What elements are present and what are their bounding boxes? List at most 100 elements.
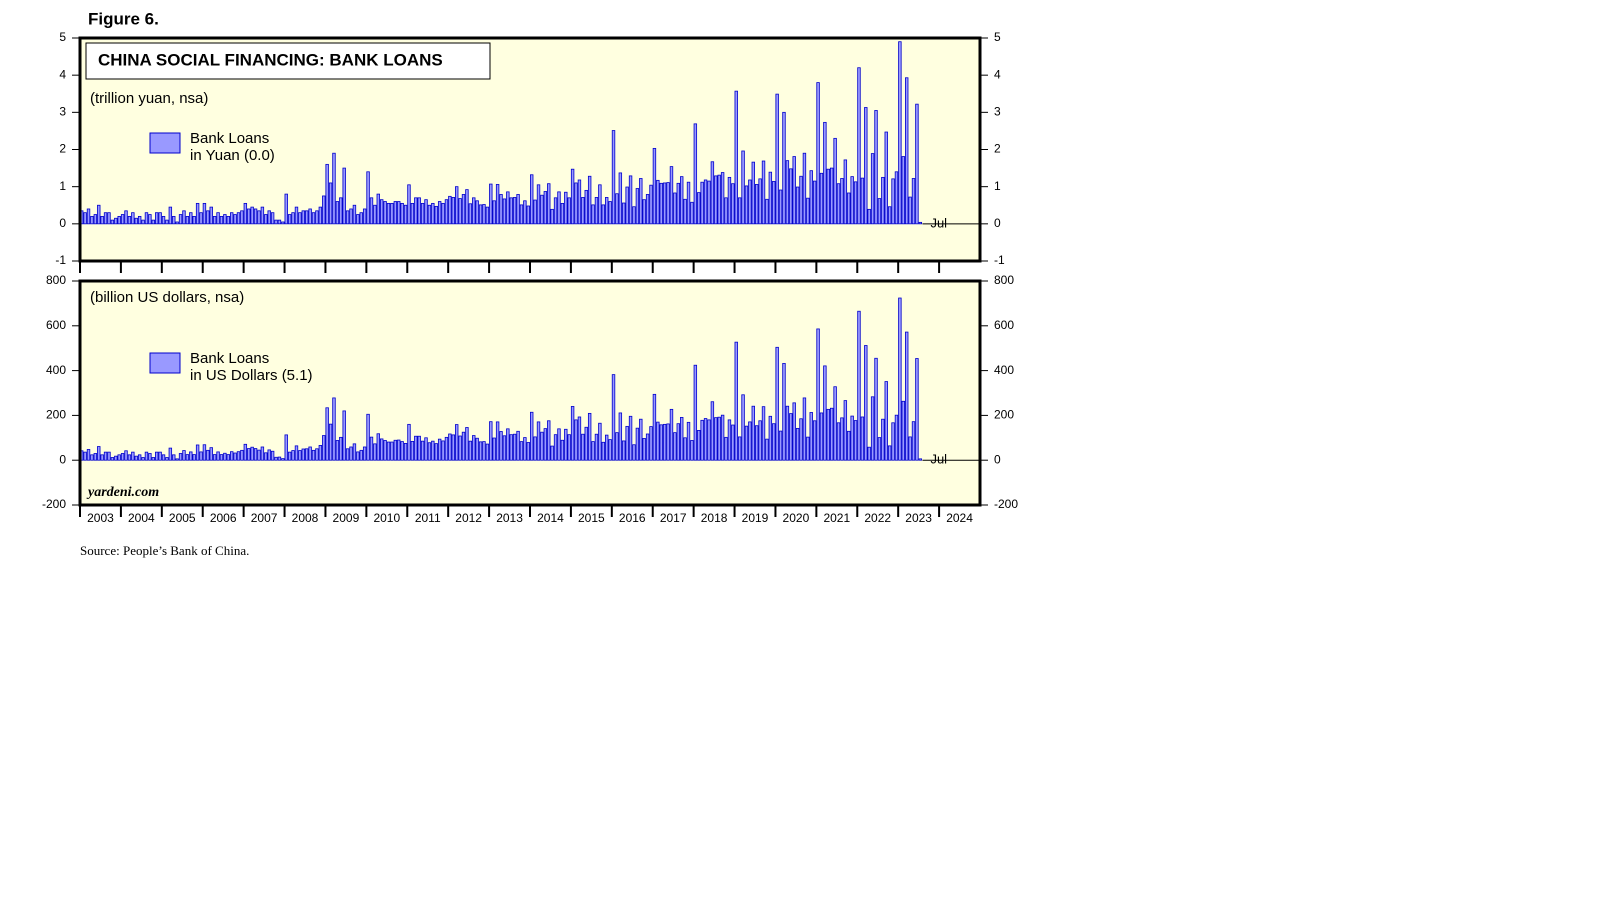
bar bbox=[311, 449, 316, 461]
y-tick-label: 200 bbox=[46, 408, 66, 422]
bar bbox=[362, 446, 367, 461]
bar bbox=[431, 440, 435, 461]
bar bbox=[206, 449, 210, 461]
bar bbox=[417, 197, 421, 225]
bar bbox=[635, 427, 640, 461]
bar bbox=[877, 198, 882, 225]
bar bbox=[219, 454, 224, 461]
bar bbox=[608, 201, 612, 225]
y-tick-label: 200 bbox=[994, 408, 1014, 422]
bar bbox=[230, 212, 234, 225]
bar bbox=[567, 197, 571, 225]
annotation: Jul bbox=[930, 452, 947, 467]
bar bbox=[424, 437, 428, 461]
bar bbox=[795, 427, 800, 461]
bar bbox=[799, 418, 803, 461]
bar bbox=[407, 423, 411, 461]
bar bbox=[724, 436, 728, 461]
bar bbox=[915, 358, 919, 461]
bar bbox=[489, 183, 493, 225]
bar bbox=[847, 192, 851, 225]
bar bbox=[274, 456, 278, 461]
bar bbox=[90, 215, 94, 225]
bar bbox=[680, 176, 684, 225]
bar bbox=[117, 454, 121, 461]
bar bbox=[833, 386, 837, 461]
bar bbox=[564, 428, 568, 461]
bar bbox=[202, 202, 207, 225]
bar bbox=[662, 182, 667, 225]
bar bbox=[243, 202, 248, 225]
bar bbox=[734, 90, 738, 225]
bar bbox=[349, 446, 353, 461]
bar bbox=[843, 159, 848, 225]
bar bbox=[656, 179, 660, 225]
x-tick-label: 2020 bbox=[783, 511, 810, 525]
bar bbox=[253, 208, 258, 225]
bar bbox=[819, 172, 824, 225]
bar bbox=[891, 178, 895, 225]
bar bbox=[369, 197, 374, 225]
bar bbox=[908, 436, 912, 461]
bar bbox=[236, 212, 241, 225]
bar bbox=[506, 428, 510, 461]
bar bbox=[898, 41, 902, 225]
credit: yardeni.com bbox=[86, 485, 159, 500]
bar bbox=[308, 208, 312, 225]
bar bbox=[512, 433, 517, 461]
bar bbox=[322, 435, 326, 461]
bar bbox=[206, 210, 210, 225]
bar bbox=[594, 197, 599, 225]
bar bbox=[785, 405, 790, 461]
bar bbox=[693, 364, 698, 461]
bar bbox=[465, 189, 469, 225]
bar bbox=[260, 446, 265, 461]
bar bbox=[117, 215, 121, 225]
bar bbox=[168, 206, 173, 225]
bar bbox=[230, 451, 234, 461]
bar bbox=[277, 456, 282, 461]
bar bbox=[455, 424, 459, 461]
bar bbox=[727, 419, 732, 461]
bar bbox=[165, 219, 169, 225]
bar bbox=[543, 428, 548, 461]
bar bbox=[611, 130, 616, 225]
bar bbox=[570, 406, 575, 461]
bar bbox=[618, 412, 623, 461]
bar bbox=[380, 199, 384, 225]
bar bbox=[90, 454, 94, 461]
bar bbox=[806, 436, 810, 461]
bar bbox=[836, 183, 841, 225]
bar bbox=[683, 437, 687, 461]
bar bbox=[755, 184, 759, 225]
bar bbox=[390, 202, 394, 225]
bar bbox=[311, 212, 316, 225]
bar bbox=[887, 445, 892, 461]
bar bbox=[512, 197, 517, 225]
bar bbox=[332, 397, 336, 461]
y-tick-label: 600 bbox=[994, 318, 1014, 332]
bar bbox=[587, 175, 592, 225]
bar bbox=[550, 445, 554, 461]
bar bbox=[874, 110, 878, 225]
bar bbox=[127, 215, 132, 225]
bar bbox=[802, 152, 807, 225]
bar bbox=[461, 431, 466, 461]
bar bbox=[547, 420, 551, 461]
bar bbox=[918, 458, 923, 461]
bar bbox=[649, 184, 653, 225]
bar bbox=[373, 443, 377, 461]
bar bbox=[107, 451, 111, 461]
bar bbox=[472, 197, 476, 225]
bar bbox=[301, 448, 305, 461]
bar bbox=[492, 437, 496, 461]
bar bbox=[281, 221, 285, 225]
y-tick-label: 0 bbox=[994, 452, 1001, 466]
y-tick-label: 800 bbox=[994, 273, 1014, 287]
bar bbox=[737, 436, 742, 461]
bar bbox=[639, 178, 643, 225]
bar bbox=[410, 202, 415, 225]
bar bbox=[478, 204, 483, 225]
y-tick-label: 2 bbox=[994, 142, 1001, 156]
bar bbox=[243, 443, 248, 461]
